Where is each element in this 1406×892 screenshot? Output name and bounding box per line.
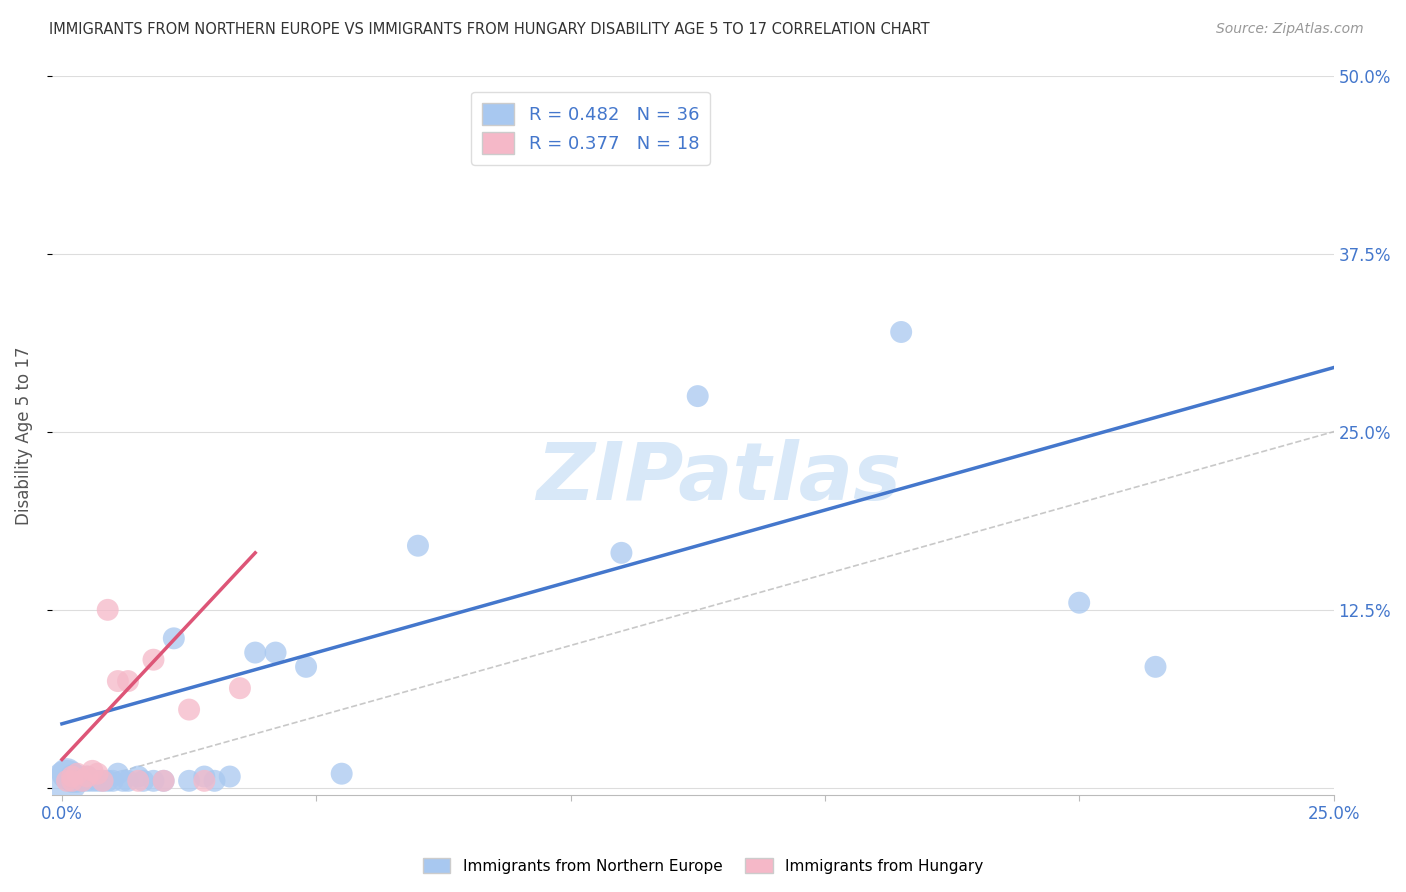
Point [117, 674, 139, 689]
Point [295, 660, 318, 674]
Point [60, 770, 83, 784]
Point [60, 773, 83, 788]
Point [66, 770, 89, 784]
Point [101, 773, 124, 788]
Point [406, 539, 429, 553]
Legend: R = 0.482   N = 36, R = 0.377   N = 18: R = 0.482 N = 36, R = 0.377 N = 18 [471, 92, 710, 165]
Point [97, 603, 120, 617]
Point [56, 766, 79, 780]
Point [890, 325, 912, 339]
Point [142, 773, 165, 788]
Point [82, 773, 104, 788]
Point [76, 773, 98, 788]
Point [127, 770, 149, 784]
Text: Source: ZipAtlas.com: Source: ZipAtlas.com [1216, 22, 1364, 37]
Point [330, 766, 353, 780]
Point [686, 389, 709, 403]
Point [91, 773, 114, 788]
Point [127, 773, 149, 788]
Point [218, 770, 240, 784]
Point [86, 766, 108, 780]
Point [66, 766, 89, 780]
Point [82, 764, 104, 778]
Text: ZIPatlas: ZIPatlas [536, 440, 901, 517]
Point [66, 773, 89, 788]
Point [245, 646, 267, 660]
Point [142, 653, 165, 667]
Point [177, 702, 200, 716]
Point [107, 674, 129, 689]
Point [60, 773, 83, 788]
Point [152, 773, 174, 788]
Point [86, 773, 108, 788]
Y-axis label: Disability Age 5 to 17: Disability Age 5 to 17 [15, 346, 32, 524]
Point [76, 770, 98, 784]
Point [132, 773, 155, 788]
Point [1144, 660, 1167, 674]
Point [193, 773, 215, 788]
Point [177, 773, 200, 788]
Point [229, 681, 252, 696]
Text: IMMIGRANTS FROM NORTHERN EUROPE VS IMMIGRANTS FROM HUNGARY DISABILITY AGE 5 TO 1: IMMIGRANTS FROM NORTHERN EUROPE VS IMMIG… [49, 22, 929, 37]
Point [163, 632, 186, 646]
Legend: Immigrants from Northern Europe, Immigrants from Hungary: Immigrants from Northern Europe, Immigra… [416, 852, 990, 880]
Point [56, 773, 79, 788]
Point [76, 770, 98, 784]
Point [72, 773, 94, 788]
Point [91, 773, 114, 788]
Point [97, 773, 120, 788]
Point [264, 646, 287, 660]
Point [60, 770, 83, 784]
Point [152, 773, 174, 788]
Point [117, 773, 139, 788]
Point [56, 773, 79, 788]
Point [204, 773, 226, 788]
Point [1069, 596, 1091, 610]
Point [107, 766, 129, 780]
Point [193, 770, 215, 784]
Point [72, 773, 94, 788]
Point [610, 546, 633, 560]
Point [111, 773, 134, 788]
